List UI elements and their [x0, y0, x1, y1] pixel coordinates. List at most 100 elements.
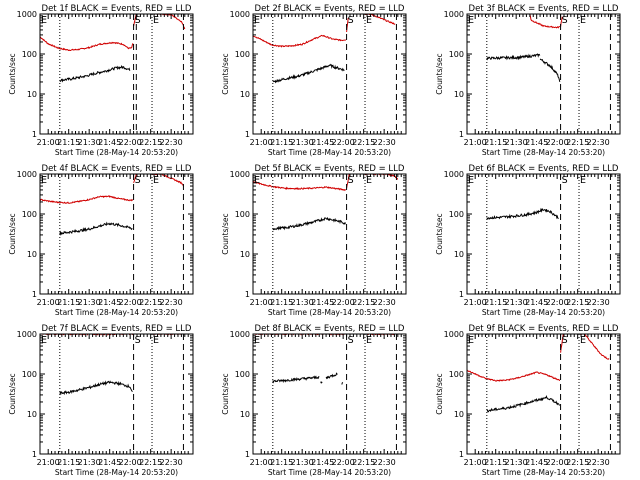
y-axis-label: Counts/sec: [8, 53, 17, 94]
y-tick-label: 1: [245, 130, 250, 139]
panel-det-1: Det 1f BLACK = Events, RED = LLD 1 10 100 10…: [8, 4, 194, 157]
y-tick-label: 1000: [230, 330, 250, 339]
event-marker-label: E: [41, 335, 47, 346]
plot-area: [486, 14, 563, 83]
y-axis-label: Counts/sec: [435, 53, 444, 94]
x-tick-label: 21:00: [464, 298, 487, 307]
events-series-black: [59, 65, 131, 83]
y-tick-label: 1000: [444, 330, 464, 339]
x-axis-label: Start Time (28-May-14 20:53:20): [268, 148, 391, 157]
y-tick-label: 10: [454, 410, 464, 419]
event-marker-label: E: [153, 175, 159, 186]
panel-det-7: Det 7f BLACK = Events, RED = LLD 1 10 100 10…: [8, 324, 194, 477]
x-axis-label: Start Time (28-May-14 20:53:20): [482, 308, 605, 317]
x-tick-label: 22:15: [352, 138, 375, 147]
plot-frame: [466, 333, 621, 455]
lld-series-red: [253, 181, 346, 192]
events-series-black: [272, 63, 345, 84]
x-tick-label: 21:00: [250, 138, 273, 147]
y-tick-label: 1000: [444, 170, 464, 179]
y-tick-label: 1000: [17, 170, 37, 179]
y-tick-label: 1: [32, 130, 37, 139]
x-tick-label: 21:45: [525, 458, 548, 467]
plot-area: [40, 174, 185, 237]
x-tick-label: 21:45: [311, 138, 334, 147]
panel-title: Det 2f BLACK = Events, RED = LLD: [255, 4, 405, 14]
x-tick-label: 22:30: [373, 298, 396, 307]
y-tick-label: 1: [459, 290, 464, 299]
x-tick-label: 21:15: [484, 298, 507, 307]
x-tick-label: 21:00: [250, 298, 273, 307]
x-tick-label: 22:30: [373, 458, 396, 467]
panel-title: Det 5f BLACK = Events, RED = LLD: [255, 164, 405, 174]
y-tick-label: 100: [235, 210, 250, 219]
x-axis-label: Start Time (28-May-14 20:53:20): [268, 308, 391, 317]
y-tick-label: 10: [454, 250, 464, 259]
lld-series-red: [364, 14, 396, 25]
plot-area: [253, 174, 399, 231]
panel-title: Det 7f BLACK = Events, RED = LLD: [42, 324, 192, 334]
x-tick-label: 21:00: [37, 138, 60, 147]
y-tick-label: 1: [32, 290, 37, 299]
event-marker-label: E: [41, 175, 47, 186]
y-tick-label: 1: [245, 290, 250, 299]
y-tick-label: 1: [245, 450, 250, 459]
panel-det-4: Det 4f BLACK = Events, RED = LLD 1 10 100 10…: [8, 164, 194, 317]
events-series-black: [320, 381, 323, 384]
event-marker-label: E: [153, 335, 159, 346]
event-marker-label: E: [468, 175, 474, 186]
x-tick-label: 21:45: [98, 138, 121, 147]
event-marker-label: S: [562, 15, 568, 26]
events-series-black: [325, 372, 338, 380]
y-axis-label: Counts/sec: [8, 373, 17, 414]
x-tick-label: 22:15: [566, 138, 589, 147]
x-tick-label: 22:15: [139, 298, 162, 307]
x-tick-label: 22:30: [373, 138, 396, 147]
plot-frame: [39, 173, 194, 295]
event-marker-label: S: [135, 15, 141, 26]
plot-area: [467, 334, 610, 413]
x-axis-label: Start Time (28-May-14 20:53:20): [482, 468, 605, 477]
x-tick-label: 21:00: [464, 458, 487, 467]
y-tick-label: 1: [32, 450, 37, 459]
event-marker-label: S: [348, 335, 354, 346]
y-tick-label: 100: [22, 50, 37, 59]
events-series-black: [272, 216, 346, 231]
event-marker-label: E: [41, 15, 47, 26]
x-tick-label: 21:15: [484, 458, 507, 467]
event-marker-label: E: [254, 15, 260, 26]
y-tick-label: 1: [459, 130, 464, 139]
events-series-black: [59, 380, 133, 396]
y-tick-label: 1000: [444, 10, 464, 19]
x-tick-label: 21:30: [78, 298, 101, 307]
plot-area: [253, 14, 396, 84]
plot-frame: [466, 173, 621, 295]
y-tick-label: 100: [22, 210, 37, 219]
panel-det-2: Det 2f BLACK = Events, RED = LLD 1 10 100 10…: [221, 4, 407, 157]
x-tick-label: 22:30: [587, 138, 610, 147]
y-tick-label: 100: [449, 370, 464, 379]
x-tick-label: 21:45: [311, 458, 334, 467]
y-tick-label: 10: [454, 90, 464, 99]
y-tick-label: 10: [27, 410, 37, 419]
y-tick-label: 10: [240, 250, 250, 259]
events-series-black: [59, 221, 133, 237]
x-tick-label: 21:30: [291, 458, 314, 467]
panel-title: Det 4f BLACK = Events, RED = LLD: [42, 164, 192, 174]
event-marker-label: E: [366, 335, 372, 346]
lld-series-red: [40, 195, 134, 204]
x-tick-label: 22:30: [160, 298, 183, 307]
panel-det-6: Det 6f BLACK = Events, RED = LLD 1 10 100 10…: [435, 164, 621, 317]
plot-area: [40, 334, 183, 396]
x-tick-label: 22:15: [352, 458, 375, 467]
event-marker-label: E: [580, 15, 586, 26]
x-tick-label: 22:00: [332, 298, 355, 307]
panel-title: Det 1f BLACK = Events, RED = LLD: [42, 4, 192, 14]
y-tick-label: 10: [27, 250, 37, 259]
y-axis-label: Counts/sec: [435, 373, 444, 414]
x-tick-label: 21:15: [270, 298, 293, 307]
x-tick-label: 22:00: [119, 458, 142, 467]
x-tick-label: 22:30: [587, 458, 610, 467]
plot-area: [486, 207, 559, 220]
plot-area: [40, 14, 186, 83]
